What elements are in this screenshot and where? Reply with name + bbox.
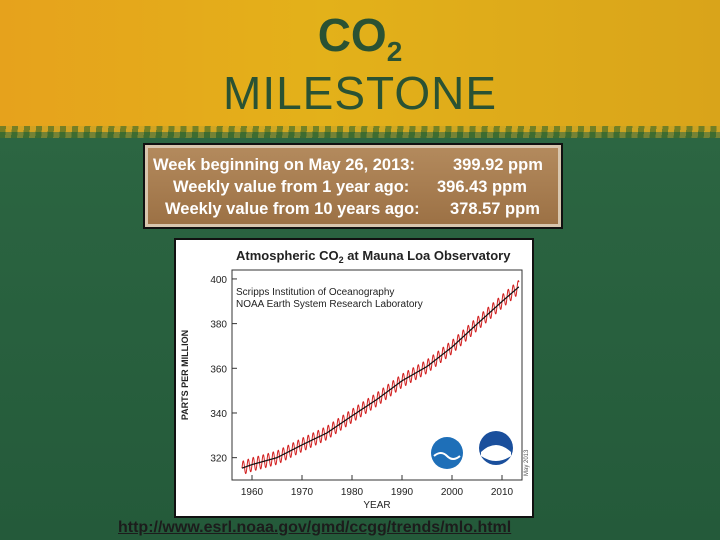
side-note: May 2013 (524, 449, 530, 476)
x-tick-label: 2010 (491, 487, 514, 498)
info-row-10-years-ago: Weekly value from 10 years ago: 378.57 p… (145, 197, 561, 221)
info-label: Week beginning on May 26, 2013: (153, 156, 415, 174)
info-row-1-year-ago: Weekly value from 1 year ago: 396.43 ppm (145, 175, 561, 199)
info-value: 396.43 ppm (437, 178, 527, 196)
info-value: 378.57 ppm (450, 200, 540, 218)
slide-title-co2: CO2 (317, 9, 403, 67)
y-axis-label: PARTS PER MILLION (180, 330, 190, 420)
title-band (0, 0, 720, 138)
annotation-scripps: Scripps Institution of Oceanography (236, 287, 394, 298)
bird-icon (481, 445, 511, 461)
info-label: Weekly value from 1 year ago: (173, 178, 410, 196)
x-axis-label: YEAR (363, 500, 390, 511)
chart-title: Atmospheric CO2 at Mauna Loa Observatory (236, 248, 511, 265)
source-link[interactable]: http://www.esrl.noaa.gov/gmd/ccgg/trends… (118, 519, 512, 536)
scripps-logo (431, 437, 463, 469)
series-monthly-co2 (241, 280, 520, 475)
y-tick-label: 380 (210, 320, 227, 331)
x-tick-label: 2000 (441, 487, 464, 498)
y-tick-label: 320 (210, 454, 227, 465)
y-tick-label: 340 (210, 409, 227, 420)
y-tick-label: 360 (210, 364, 227, 375)
info-value: 399.92 ppm (453, 156, 543, 174)
keeling-curve-chart: Atmospheric CO2 at Mauna Loa Observatory… (174, 238, 534, 518)
plot-frame (231, 269, 523, 481)
x-tick-label: 1970 (291, 487, 314, 498)
series-trend-co2 (241, 286, 520, 469)
x-tick-label: 1980 (341, 487, 364, 498)
slide-title: MILESTONE (223, 67, 497, 119)
info-label: Weekly value from 10 years ago: (165, 200, 420, 218)
x-tick-label: 1990 (391, 487, 414, 498)
noaa-logo (479, 431, 513, 465)
annotation-noaa: NOAA Earth System Research Laboratory (236, 299, 423, 310)
y-tick-label: 400 (210, 275, 227, 286)
chart-svg: Atmospheric CO2 at Mauna Loa Observatory… (180, 248, 530, 511)
wave-icon (433, 452, 461, 460)
x-tick-label: 1960 (241, 487, 264, 498)
co2-weekly-values-box: Week beginning on May 26, 2013: 399.92 p… (143, 143, 563, 229)
scripps-logo-icon (431, 437, 463, 469)
info-row-current: Week beginning on May 26, 2013: 399.92 p… (145, 153, 561, 177)
